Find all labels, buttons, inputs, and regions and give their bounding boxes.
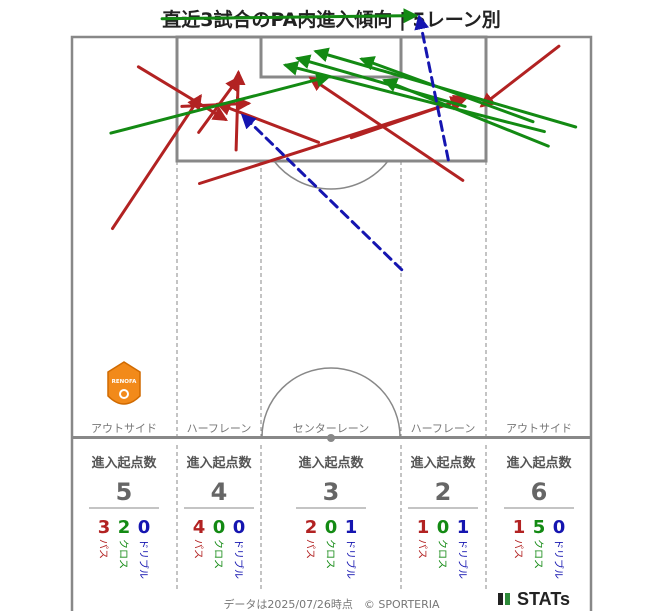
lane-stats: 進入起点数 5 3 2 0 パス クロス ドリブル 進入起点数 4 4 0 0 … [89,455,574,579]
stat-dribble-count: 0 [553,517,566,538]
lane-label-outside-left: アウトサイド [91,422,157,435]
stat-pass-label: パス [97,539,109,559]
stat-head: 進入起点数 [91,455,157,471]
stat-pass-label: パス [416,539,428,559]
stat-pass-label: パス [512,539,524,559]
stat-total: 3 [323,478,340,506]
pass-arrow [308,76,465,182]
center-circle [261,367,401,438]
stat-pass-label: パス [192,539,204,559]
lane-labels: アウトサイド ハーフレーン センターレーン ハーフレーン アウトサイド [91,422,572,435]
stat-cross-count: 0 [437,517,450,538]
stat-cross-count: 5 [533,517,546,538]
stat-dribble-label: ドリブル [344,539,357,579]
stat-dribble-count: 1 [345,517,358,538]
stat-pass-count: 1 [417,517,430,538]
lane-stat-3: 進入起点数 2 1 0 1 パス クロス ドリブル [408,455,478,579]
lane-label-halfspace-right: ハーフレーン [411,422,476,435]
stats-mark-icon [498,593,503,605]
stat-cross-label: クロス [324,539,336,569]
club-logo: RENOFA [107,361,141,405]
stat-total: 2 [435,478,452,506]
stat-head: 進入起点数 [186,455,252,471]
lane-stat-2: 進入起点数 3 2 0 1 パス クロス ドリブル [296,455,366,579]
pass-arrow [136,65,228,121]
cross-arrow [160,8,419,24]
stat-cross-count: 0 [325,517,338,538]
lane-stat-0: 進入起点数 5 3 2 0 パス クロス ドリブル [89,455,159,579]
stat-cross-count: 0 [213,517,226,538]
stat-cross-count: 2 [118,517,131,538]
lane-stat-4: 進入起点数 6 1 5 0 パス クロス ドリブル [504,455,574,579]
cross-arrow [109,72,332,135]
stat-pass-count: 3 [98,517,111,538]
stat-cross-label: クロス [532,539,544,569]
cross-arrow [282,60,546,134]
stat-pass-count: 4 [193,517,206,538]
pass-arrow [479,44,561,108]
cross-arrow [359,56,535,124]
stat-dribble-count: 0 [233,517,246,538]
stat-pass-label: パス [304,539,316,559]
stat-head: 進入起点数 [410,455,476,471]
logo-text: RENOFA [112,379,137,385]
stat-dribble-label: ドリブル [232,539,245,579]
pass-arrow [215,101,320,144]
stat-total: 5 [116,478,133,506]
stat-pass-count: 1 [513,517,526,538]
dribble-arrow [240,113,404,272]
stat-pass-count: 2 [305,517,318,538]
pitch-markings [70,35,593,611]
dribble-arrow [414,14,450,162]
lane-label-halfspace-left: ハーフレーン [187,422,252,435]
stat-dribble-label: ドリブル [456,539,469,579]
stat-cross-label: クロス [117,539,129,569]
stat-cross-label: クロス [436,539,448,569]
stat-cross-label: クロス [212,539,224,569]
stat-head: 進入起点数 [298,455,364,471]
stat-dribble-count: 0 [138,517,151,538]
lane-label-center: センターレーン [293,422,369,435]
footer-note: データは2025/07/26時点 © SPORTERIA [223,598,440,611]
stat-dribble-count: 1 [457,517,470,538]
lane-label-outside-right: アウトサイド [506,422,572,435]
pass-arrow [111,94,202,230]
penalty-arc [273,160,389,190]
stat-total: 4 [211,478,228,506]
entry-arrows [109,8,578,272]
stat-total: 6 [531,478,548,506]
stat-head: 進入起点数 [506,455,572,471]
stat-dribble-label: ドリブル [552,539,565,579]
stat-dribble-label: ドリブル [137,539,150,579]
stats-brand-text: STATs [517,589,571,609]
stats-brand-logo: STATs [498,589,570,610]
center-spot [327,434,335,442]
stats-mark-icon [505,593,510,605]
lane-stat-1: 進入起点数 4 4 0 0 パス クロス ドリブル [184,455,254,579]
